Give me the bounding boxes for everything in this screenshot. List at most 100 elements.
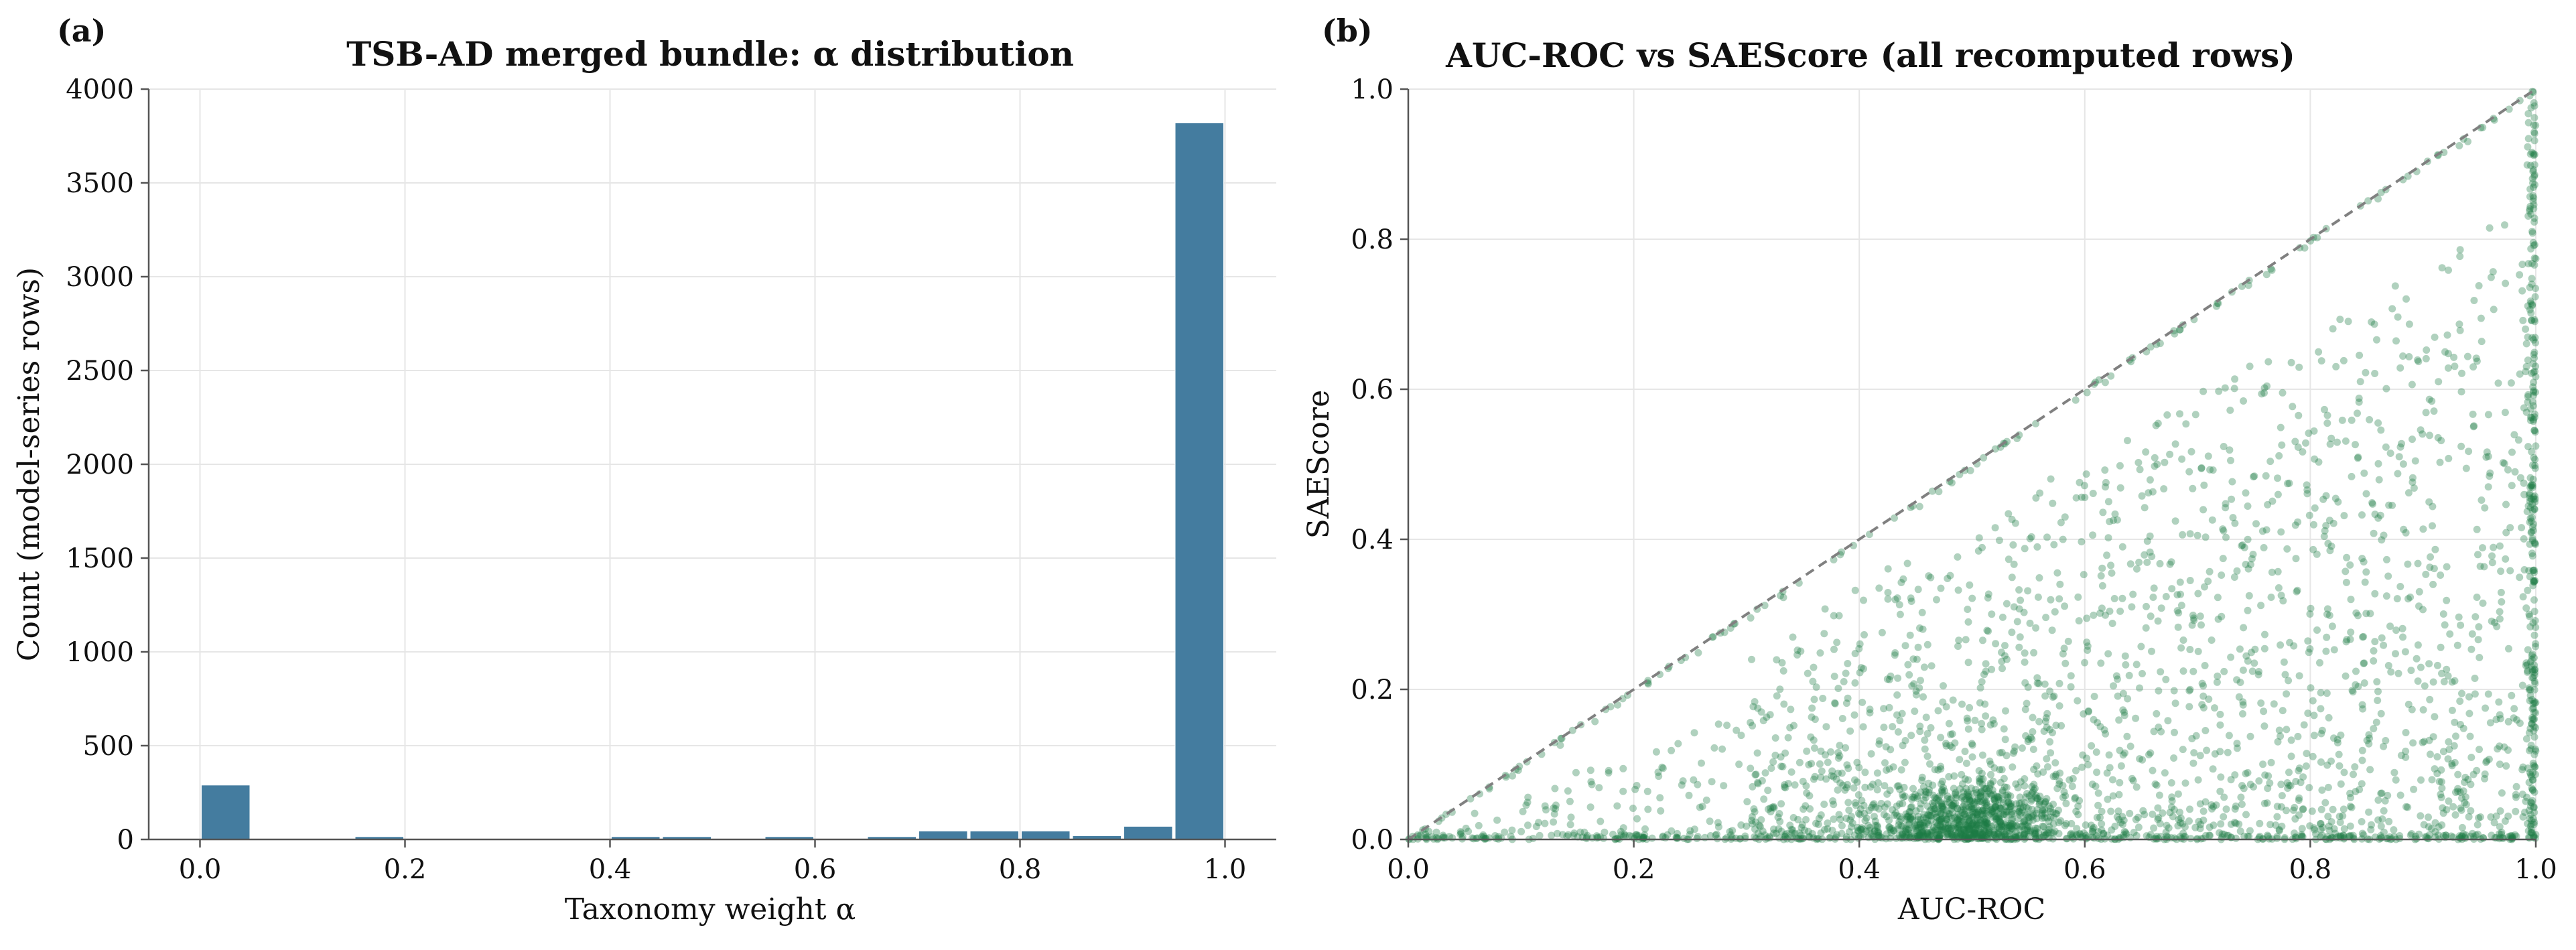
scatter-point bbox=[2165, 824, 2173, 832]
scatter-point bbox=[2206, 466, 2214, 474]
scatter-point bbox=[2100, 830, 2108, 837]
scatter-point bbox=[2366, 766, 2374, 774]
scatter-point bbox=[1936, 832, 1944, 840]
scatter-point bbox=[2532, 724, 2540, 732]
scatter-point bbox=[2006, 827, 2014, 835]
scatter-point bbox=[2148, 553, 2156, 561]
scatter-point bbox=[1781, 781, 1789, 789]
scatter-point bbox=[1975, 534, 1983, 542]
scatter-point bbox=[2169, 813, 2177, 821]
scatter-point bbox=[2529, 759, 2537, 767]
scatter-point bbox=[1906, 815, 1914, 823]
scatter-point bbox=[2037, 797, 2045, 805]
scatter-point bbox=[1867, 803, 1875, 811]
scatter-point bbox=[1956, 817, 1964, 825]
scatter-point bbox=[2457, 806, 2465, 814]
scatter-point bbox=[1913, 655, 1921, 663]
scatter-point bbox=[2528, 772, 2536, 781]
scatter-point bbox=[1990, 804, 1998, 812]
scatter-point bbox=[2526, 202, 2534, 210]
scatter-point bbox=[1535, 819, 1542, 827]
scatter-point bbox=[1944, 810, 1952, 818]
scatter-point bbox=[2279, 707, 2287, 715]
scatter-point bbox=[2138, 492, 2146, 500]
scatter-point bbox=[1789, 633, 1797, 641]
scatter-point bbox=[1770, 829, 1777, 837]
scatter-point bbox=[2531, 617, 2539, 624]
scatter-point bbox=[2434, 433, 2442, 442]
scatter-point bbox=[2278, 792, 2286, 800]
scatter-point bbox=[1752, 770, 1760, 778]
scatter-point bbox=[1524, 793, 1532, 801]
scatter-point bbox=[1964, 789, 1972, 797]
scatter-point bbox=[1873, 828, 1881, 836]
scatter-point bbox=[2009, 815, 2017, 823]
scatter-point bbox=[1541, 802, 1549, 810]
scatter-point bbox=[1996, 804, 2004, 812]
scatter-point bbox=[1747, 614, 1755, 622]
scatter-point bbox=[2500, 834, 2507, 842]
scatter-point bbox=[1851, 831, 1858, 839]
scatter-point bbox=[1948, 809, 1956, 817]
scatter-point bbox=[2325, 822, 2333, 830]
scatter-point bbox=[2471, 675, 2479, 682]
scatter-point bbox=[2530, 348, 2538, 356]
scatter-point bbox=[2277, 781, 2285, 789]
scatter-point bbox=[1977, 831, 1985, 839]
scatter-point bbox=[2399, 352, 2407, 360]
scatter-point bbox=[1944, 825, 1952, 833]
scatter-point bbox=[2002, 791, 2010, 799]
scatter-point bbox=[1954, 553, 1962, 561]
scatter-point bbox=[2456, 789, 2464, 796]
scatter-point bbox=[1694, 649, 1702, 657]
scatter-point bbox=[1916, 805, 1924, 813]
scatter-point bbox=[2528, 175, 2536, 183]
scatter-point bbox=[2530, 578, 2538, 586]
scatter-point bbox=[1983, 801, 1991, 809]
scatter-point bbox=[1934, 809, 1942, 816]
scatter-point bbox=[2469, 770, 2478, 778]
scatter-point bbox=[2531, 763, 2539, 771]
scatter-point bbox=[1991, 524, 1999, 532]
scatter-point bbox=[2047, 475, 2055, 483]
scatter-point bbox=[1977, 791, 1985, 799]
scatter-point bbox=[2528, 227, 2536, 235]
scatter-point bbox=[2530, 699, 2538, 707]
scatter-point bbox=[2526, 185, 2534, 193]
scatter-point bbox=[1777, 753, 1785, 761]
scatter-point bbox=[1828, 767, 1836, 775]
scatter-point bbox=[2080, 482, 2088, 490]
scatter-point bbox=[1923, 802, 1931, 810]
scatter-point bbox=[1954, 817, 1962, 825]
scatter-point bbox=[1931, 826, 1940, 833]
scatter-point bbox=[1907, 803, 1915, 811]
scatter-point bbox=[2020, 830, 2028, 838]
scatter-point bbox=[1698, 803, 1706, 811]
scatter-point bbox=[1780, 700, 1788, 708]
scatter-point bbox=[1628, 832, 1636, 840]
scatter-point bbox=[2406, 831, 2415, 839]
scatter-point bbox=[2524, 502, 2532, 510]
scatter-point bbox=[1942, 811, 1950, 819]
scatter-point bbox=[2430, 565, 2438, 573]
scatter-point bbox=[2181, 823, 2189, 831]
scatter-point bbox=[2284, 785, 2292, 792]
scatter-point bbox=[2531, 367, 2538, 375]
scatter-point bbox=[2157, 668, 2165, 676]
scatter-point bbox=[1830, 673, 1838, 680]
scatter-point bbox=[2375, 476, 2383, 484]
scatter-point bbox=[2529, 787, 2536, 795]
scatter-point bbox=[2055, 829, 2063, 837]
scatter-point bbox=[1989, 791, 1997, 799]
scatter-point bbox=[2444, 350, 2452, 358]
scatter-point bbox=[2007, 799, 2015, 807]
scatter-point bbox=[2246, 781, 2254, 789]
scatter-point bbox=[2051, 772, 2059, 781]
scatter-point bbox=[1942, 815, 1950, 823]
scatter-point bbox=[2052, 722, 2060, 730]
scatter-point bbox=[1931, 805, 1939, 813]
scatter-point bbox=[2504, 812, 2512, 820]
scatter-point bbox=[2278, 441, 2286, 449]
scatter-point bbox=[2239, 701, 2247, 709]
scatter-point bbox=[2204, 578, 2212, 586]
